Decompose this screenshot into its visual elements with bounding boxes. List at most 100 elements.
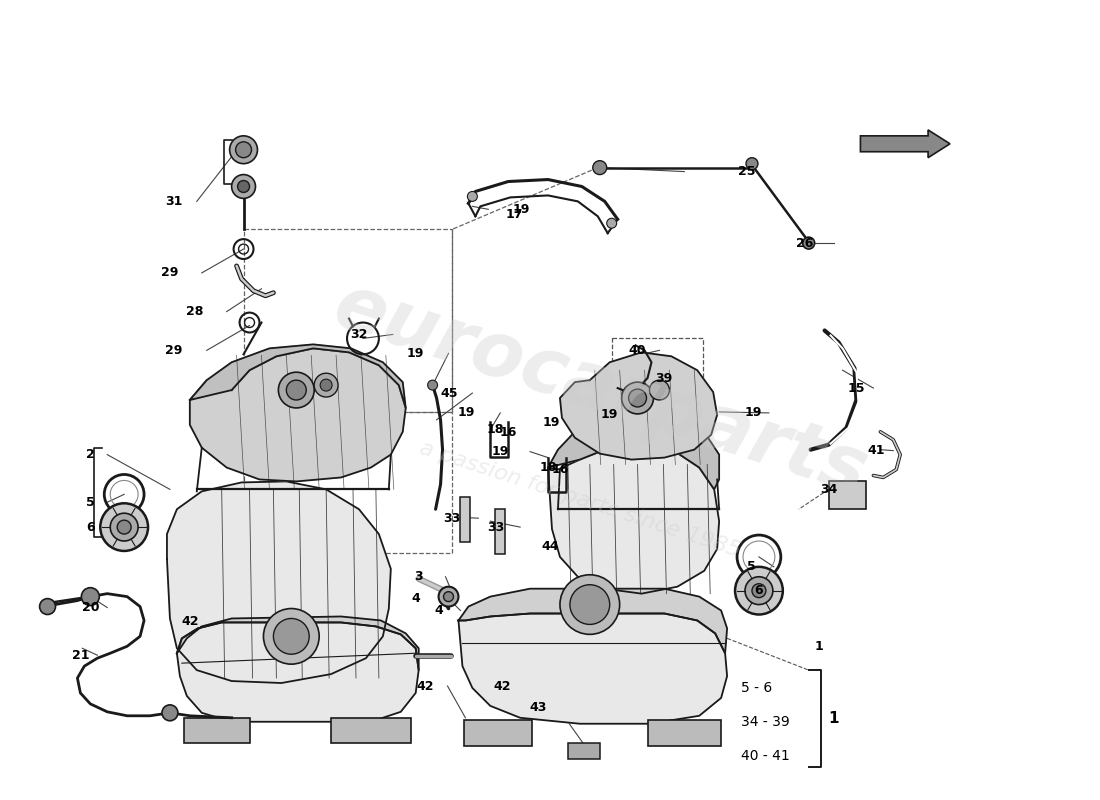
- Polygon shape: [190, 344, 406, 408]
- Polygon shape: [459, 614, 727, 724]
- Polygon shape: [177, 617, 419, 670]
- Circle shape: [230, 136, 257, 164]
- Circle shape: [100, 503, 148, 551]
- Text: 4: 4: [434, 604, 443, 617]
- Circle shape: [162, 705, 178, 721]
- Circle shape: [320, 379, 332, 391]
- Circle shape: [752, 584, 766, 598]
- Text: 32: 32: [350, 328, 367, 341]
- Polygon shape: [548, 445, 719, 594]
- Text: 34: 34: [820, 483, 837, 496]
- Circle shape: [593, 161, 607, 174]
- Text: 29: 29: [165, 344, 183, 357]
- Text: 33: 33: [487, 521, 505, 534]
- Text: 5: 5: [747, 560, 756, 574]
- Text: 16: 16: [551, 463, 569, 476]
- Polygon shape: [184, 718, 250, 742]
- Polygon shape: [495, 510, 505, 554]
- Circle shape: [746, 158, 758, 170]
- Text: 20: 20: [81, 601, 99, 614]
- Text: 18: 18: [539, 461, 557, 474]
- Text: 43: 43: [529, 702, 547, 714]
- Text: 34 - 39: 34 - 39: [741, 714, 790, 729]
- Circle shape: [274, 618, 309, 654]
- Circle shape: [570, 585, 609, 625]
- Circle shape: [745, 577, 773, 605]
- Circle shape: [628, 389, 647, 407]
- Polygon shape: [167, 482, 390, 683]
- Text: 19: 19: [542, 416, 560, 430]
- Text: 1: 1: [828, 711, 839, 726]
- Text: 1: 1: [814, 640, 823, 653]
- Circle shape: [621, 382, 653, 414]
- Circle shape: [803, 237, 815, 249]
- Text: 42: 42: [182, 615, 199, 628]
- Text: 33: 33: [443, 512, 460, 525]
- Text: 28: 28: [186, 305, 204, 318]
- Text: 19: 19: [601, 408, 618, 422]
- Polygon shape: [177, 622, 419, 722]
- Text: 5: 5: [86, 496, 95, 509]
- Text: 19: 19: [407, 347, 425, 360]
- Circle shape: [468, 191, 477, 202]
- Text: eurocarparts: eurocarparts: [323, 269, 876, 511]
- Circle shape: [81, 588, 99, 606]
- Text: a passion for parts since 1985: a passion for parts since 1985: [417, 438, 742, 561]
- Text: 18: 18: [486, 423, 504, 436]
- Circle shape: [649, 380, 670, 400]
- Text: 29: 29: [162, 266, 178, 279]
- Text: 45: 45: [441, 386, 459, 399]
- Text: 42: 42: [417, 679, 434, 693]
- Bar: [828, 482, 867, 510]
- Text: 2: 2: [86, 448, 95, 461]
- Text: 4: 4: [411, 592, 420, 605]
- Circle shape: [238, 181, 250, 193]
- Bar: [612, 338, 703, 418]
- Polygon shape: [568, 742, 600, 759]
- Circle shape: [286, 380, 306, 400]
- FancyArrow shape: [860, 130, 950, 158]
- Circle shape: [315, 373, 338, 397]
- Circle shape: [232, 174, 255, 198]
- Circle shape: [443, 592, 453, 602]
- Circle shape: [428, 380, 438, 390]
- Circle shape: [264, 609, 319, 664]
- Polygon shape: [459, 589, 727, 654]
- Text: 41: 41: [868, 444, 886, 457]
- Circle shape: [118, 520, 131, 534]
- Text: 15: 15: [848, 382, 866, 394]
- Text: 31: 31: [165, 195, 183, 208]
- Text: 19: 19: [745, 406, 761, 419]
- Circle shape: [278, 372, 315, 408]
- Circle shape: [110, 514, 139, 541]
- Circle shape: [40, 598, 55, 614]
- Text: 44: 44: [541, 541, 559, 554]
- Text: 19: 19: [513, 203, 530, 216]
- Text: 19: 19: [492, 445, 509, 458]
- Polygon shape: [648, 720, 722, 746]
- Circle shape: [735, 567, 783, 614]
- Text: 17: 17: [505, 208, 522, 221]
- Circle shape: [560, 574, 619, 634]
- Text: 42: 42: [494, 679, 512, 693]
- Circle shape: [607, 218, 617, 228]
- Text: 3: 3: [415, 570, 424, 583]
- Polygon shape: [560, 352, 717, 459]
- Text: 21: 21: [72, 649, 89, 662]
- Text: 19: 19: [458, 406, 475, 419]
- Text: 40 - 41: 40 - 41: [741, 749, 790, 762]
- Text: 6: 6: [755, 584, 763, 597]
- Polygon shape: [331, 718, 410, 742]
- Text: 40: 40: [629, 344, 647, 357]
- Text: 26: 26: [796, 237, 813, 250]
- Circle shape: [439, 586, 459, 606]
- Circle shape: [235, 142, 252, 158]
- Text: 16: 16: [499, 426, 517, 439]
- Polygon shape: [461, 498, 471, 542]
- Text: 5 - 6: 5 - 6: [741, 681, 772, 695]
- Polygon shape: [464, 720, 532, 746]
- Polygon shape: [548, 412, 719, 490]
- Text: 25: 25: [738, 165, 756, 178]
- Bar: [243, 412, 452, 553]
- Text: 39: 39: [654, 372, 672, 385]
